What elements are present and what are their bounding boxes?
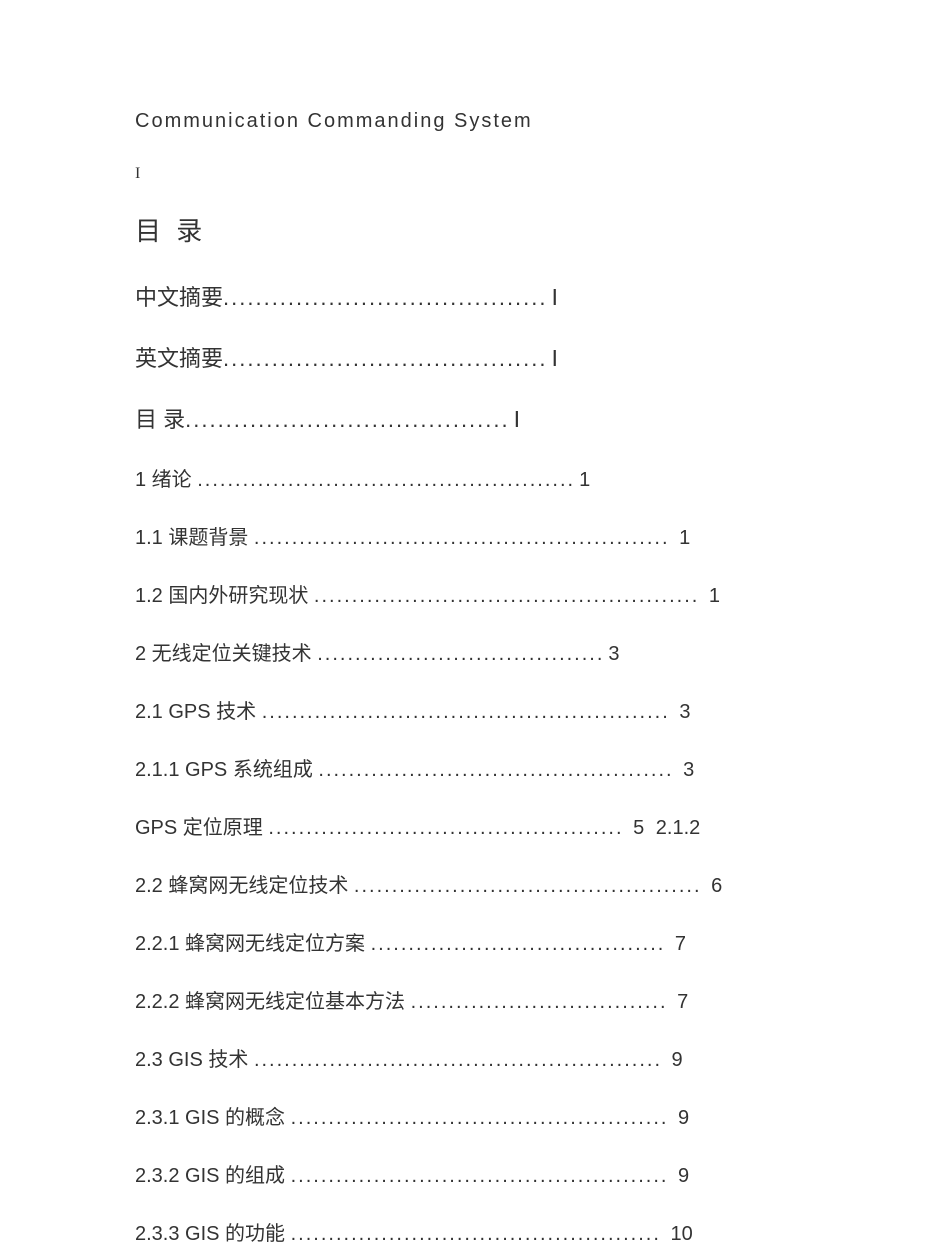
toc-entry-label: 2.2.1 蜂窝网无线定位方案 bbox=[135, 933, 371, 955]
toc-entry-label: 2.3.3 GIS 的功能 bbox=[135, 1223, 291, 1245]
toc-entry-label: 2.2.2 蜂窝网无线定位基本方法 bbox=[135, 991, 411, 1013]
toc-entry-label: 2.3 GIS 技术 bbox=[135, 1049, 254, 1071]
toc-entry: 2.1 GPS 技术 .............................… bbox=[135, 696, 815, 728]
toc-entry: 1.2 国内外研究现状 ............................… bbox=[135, 580, 815, 612]
toc-entry-dots: ........................................… bbox=[254, 1049, 662, 1071]
toc-entry-dots: ........................................… bbox=[262, 701, 670, 723]
toc-entry-label: 英文摘要 bbox=[135, 346, 223, 371]
toc-entry: 1.1 课题背景 ...............................… bbox=[135, 522, 815, 554]
toc-entry-page: 1 bbox=[703, 585, 720, 607]
toc-entry: 2.3.3 GIS 的功能 ..........................… bbox=[135, 1218, 815, 1250]
toc-entry: 2.2.1 蜂窝网无线定位方案 ........................… bbox=[135, 928, 815, 960]
toc-entry-page: 3 bbox=[674, 701, 691, 723]
toc-entry-label: 2.3.2 GIS 的组成 bbox=[135, 1165, 291, 1187]
toc-entry-dots: ........................................ bbox=[223, 346, 548, 371]
toc-entry: 2.3 GIS 技术 .............................… bbox=[135, 1044, 815, 1076]
toc-entry-label: GPS 定位原理 bbox=[135, 817, 268, 839]
toc-entry-dots: ........................................ bbox=[185, 407, 510, 432]
toc-entry-label: 1.1 课题背景 bbox=[135, 527, 254, 549]
toc-entry-page: 9 bbox=[672, 1165, 689, 1187]
toc-entry-dots: ........................................… bbox=[354, 875, 702, 897]
toc-entry: 2.2 蜂窝网无线定位技术 ..........................… bbox=[135, 870, 815, 902]
toc-list: 中文摘要....................................… bbox=[135, 280, 815, 1250]
toc-entry: 英文摘要....................................… bbox=[135, 341, 815, 376]
toc-entry-page: Ⅰ bbox=[514, 407, 521, 432]
toc-entry-label: 中文摘要 bbox=[135, 285, 223, 310]
toc-entry-page: 9 bbox=[666, 1049, 683, 1071]
toc-entry-dots: ........................................… bbox=[291, 1165, 669, 1187]
toc-entry-dots: ........................................… bbox=[291, 1107, 669, 1129]
toc-entry-label: 2.1.1 GPS 系统组成 bbox=[135, 759, 318, 781]
toc-entry-dots: ........................................ bbox=[223, 285, 548, 310]
toc-entry-suffix: 2.1.2 bbox=[650, 817, 700, 839]
toc-entry-page: 9 bbox=[672, 1107, 689, 1129]
toc-entry: 2.1.1 GPS 系统组成 .........................… bbox=[135, 754, 815, 786]
toc-entry-page: 3 bbox=[678, 759, 695, 781]
toc-entry-dots: ....................................... bbox=[371, 933, 666, 955]
toc-entry: 目 录.....................................… bbox=[135, 402, 815, 437]
toc-entry-label: 2.1 GPS 技术 bbox=[135, 701, 262, 723]
page-marker: I bbox=[135, 165, 815, 183]
toc-entry-page: 1 bbox=[674, 527, 691, 549]
toc-entry-dots: ........................................… bbox=[318, 759, 673, 781]
toc-entry: 中文摘要....................................… bbox=[135, 280, 815, 315]
toc-entry-page: 3 bbox=[608, 643, 619, 665]
toc-entry-dots: ........................................… bbox=[314, 585, 699, 607]
toc-entry-dots: ........................................… bbox=[197, 469, 575, 491]
toc-entry: GPS 定位原理 ...............................… bbox=[135, 812, 815, 844]
toc-entry-page: 5 bbox=[628, 817, 645, 839]
toc-entry-dots: ...................................... bbox=[317, 643, 604, 665]
toc-entry-label: 1 绪论 bbox=[135, 469, 197, 491]
toc-entry: 2 无线定位关键技术 .............................… bbox=[135, 638, 815, 670]
toc-entry-dots: ........................................… bbox=[268, 817, 623, 839]
toc-heading: 目 录 bbox=[135, 211, 815, 248]
toc-entry: 2.3.2 GIS 的组成 ..........................… bbox=[135, 1160, 815, 1192]
toc-entry-dots: ........................................… bbox=[291, 1223, 661, 1245]
toc-entry: 1 绪论 ...................................… bbox=[135, 464, 815, 496]
toc-entry-label: 1.2 国内外研究现状 bbox=[135, 585, 314, 607]
toc-entry-page: 7 bbox=[669, 933, 686, 955]
toc-entry-page: 6 bbox=[706, 875, 723, 897]
toc-entry: 2.3.1 GIS 的概念 ..........................… bbox=[135, 1102, 815, 1134]
toc-entry-page: Ⅰ bbox=[552, 346, 559, 371]
toc-entry-label: 2.3.1 GIS 的概念 bbox=[135, 1107, 291, 1129]
toc-entry-dots: .................................. bbox=[411, 991, 668, 1013]
toc-entry-dots: ........................................… bbox=[254, 527, 670, 549]
toc-entry-label: 2.2 蜂窝网无线定位技术 bbox=[135, 875, 354, 897]
toc-entry-label: 目 录 bbox=[135, 407, 185, 432]
toc-entry-label: 2 无线定位关键技术 bbox=[135, 643, 317, 665]
toc-entry-page: 1 bbox=[579, 469, 590, 491]
toc-entry-page: 10 bbox=[665, 1223, 693, 1245]
toc-entry: 2.2.2 蜂窝网无线定位基本方法 ......................… bbox=[135, 986, 815, 1018]
document-header-title: Communication Commanding System bbox=[135, 110, 815, 133]
toc-entry-page: Ⅰ bbox=[552, 285, 559, 310]
toc-entry-page: 7 bbox=[672, 991, 689, 1013]
